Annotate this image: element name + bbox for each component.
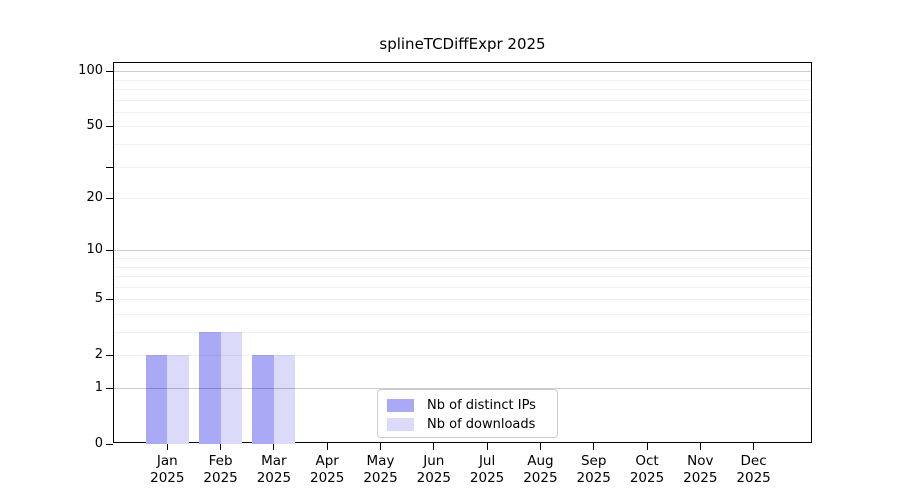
y-axis-label-20: 20: [86, 190, 103, 206]
x-axis-tick-mar: [273, 443, 275, 450]
x-axis-label-feb: Feb 2025: [203, 453, 238, 486]
legend-swatch-downloads: [387, 418, 414, 431]
y-axis-label-5: 5: [94, 291, 103, 307]
x-axis-label-may: May 2025: [363, 453, 398, 486]
x-axis-tick-nov: [699, 443, 701, 450]
gridline-minor-8: [114, 266, 811, 268]
gridline-minor-5: [114, 299, 811, 301]
x-axis-tick-feb: [220, 443, 222, 450]
y-axis-label-1: 1: [94, 380, 103, 395]
x-axis-label-sep: Sep 2025: [576, 453, 611, 486]
y-axis-tick-30: [106, 166, 113, 168]
gridline-minor-40: [114, 144, 811, 146]
gridline-major-10: [114, 250, 811, 252]
y-axis-tick-50: [106, 126, 113, 128]
x-axis-label-nov: Nov 2025: [683, 453, 718, 486]
x-axis-label-aug: Aug 2025: [523, 453, 558, 486]
x-axis-tick-aug: [539, 443, 541, 450]
x-axis-tick-dec: [753, 443, 755, 450]
gridline-major-1: [114, 388, 811, 389]
gridline-minor-4: [114, 313, 811, 315]
x-axis-label-oct: Oct 2025: [629, 453, 665, 486]
bar-jan-downloads: [167, 355, 189, 444]
gridline-minor-60: [114, 111, 811, 113]
gridline-minor-90: [114, 79, 811, 81]
bar-feb-distinct-ips: [199, 332, 221, 444]
bar-mar-downloads: [273, 355, 296, 444]
chart-title: splineTCDiffExpr 2025: [379, 35, 546, 53]
plot-area: Nb of distinct IPs Nb of downloads 0 1 2 5 1…: [78, 62, 812, 486]
gridline-minor-2: [114, 355, 811, 357]
x-axis-label-dec: Dec 2025: [736, 453, 771, 486]
y-axis-label-100: 100: [78, 63, 103, 79]
gridline-minor-70: [114, 99, 811, 101]
gridline-major-100: [114, 71, 811, 73]
gridline-minor-50: [114, 126, 811, 128]
gridline-minor-7: [114, 276, 811, 278]
x-axis-label-jun: Jun 2025: [416, 453, 451, 486]
x-axis-tick-sep: [593, 443, 595, 450]
gridline-minor-9: [114, 258, 811, 259]
y-axis-tick-10: [106, 250, 113, 252]
legend: Nb of distinct IPs Nb of downloads: [377, 389, 558, 438]
x-axis-tick-jun: [433, 443, 435, 450]
gridline-minor-80: [114, 89, 811, 91]
x-axis-label-mar: Mar 2025: [256, 453, 292, 486]
legend-label-downloads: Nb of downloads: [427, 417, 536, 432]
x-axis-label-jul: Jul 2025: [469, 453, 505, 486]
x-axis-label-apr: Apr 2025: [310, 453, 345, 486]
y-axis-tick-5: [106, 299, 113, 301]
legend-item-distinct-ips: Nb of distinct IPs: [387, 396, 548, 415]
y-axis-label-50: 50: [86, 118, 103, 134]
y-axis-tick-2: [106, 355, 113, 357]
legend-item-downloads: Nb of downloads: [387, 415, 548, 434]
bar-feb-downloads: [220, 332, 243, 444]
y-axis-tick-1: [106, 388, 113, 389]
legend-swatch-distinct-ips: [387, 399, 414, 412]
gridline-minor-20: [114, 198, 811, 200]
x-axis-tick-apr: [326, 443, 328, 450]
x-axis-tick-may: [380, 443, 381, 450]
y-axis-tick-100: [106, 71, 113, 73]
y-axis-label-0: 0: [94, 436, 103, 451]
y-axis-label-10: 10: [86, 242, 103, 258]
y-axis-tick-0: [106, 444, 113, 445]
bar-mar-distinct-ips: [252, 355, 274, 444]
x-axis-label-jan: Jan 2025: [150, 453, 185, 486]
gridline-minor-3: [114, 332, 811, 334]
x-axis-tick-jan: [166, 443, 168, 450]
y-axis-tick-20: [106, 198, 113, 200]
gridline-minor-6: [114, 286, 811, 288]
legend-label-distinct-ips: Nb of distinct IPs: [427, 398, 536, 413]
x-axis-tick-oct: [646, 443, 648, 450]
bar-jan-distinct-ips: [145, 355, 168, 444]
x-axis-tick-jul: [486, 443, 488, 450]
gridline-minor-30: [114, 166, 811, 168]
y-axis-label-2: 2: [94, 347, 103, 363]
